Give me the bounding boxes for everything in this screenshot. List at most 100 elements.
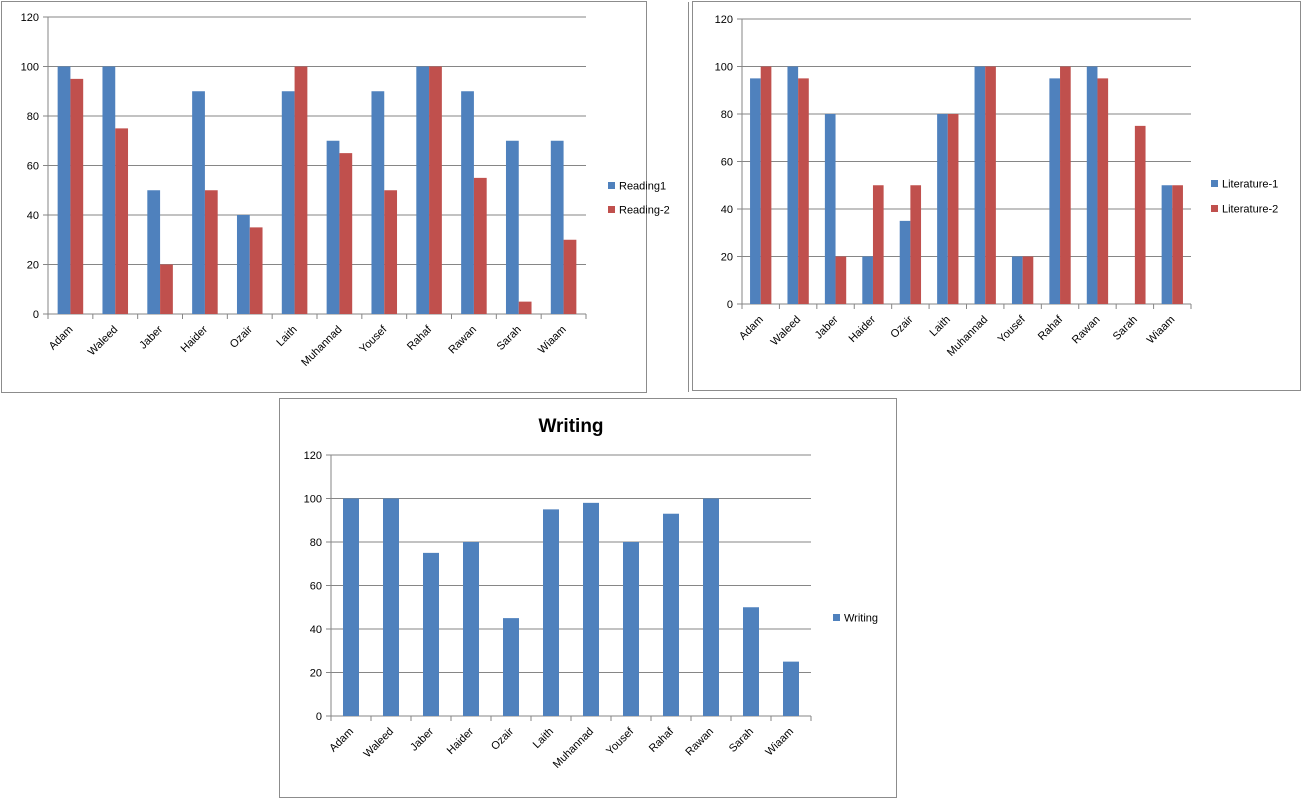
y-tick-label: 60: [721, 157, 733, 169]
x-category-label: Waleed: [362, 726, 397, 761]
y-tick-label: 0: [727, 299, 733, 311]
x-category-label: Jaber: [813, 313, 841, 341]
y-tick-label: 80: [310, 537, 322, 549]
y-tick-label: 20: [721, 252, 733, 264]
window-edge-divider: [688, 2, 689, 392]
bar-reading-2-rahaf: [429, 66, 442, 314]
x-category-label: Sarah: [727, 726, 756, 755]
y-tick-label: 40: [310, 624, 322, 636]
bar-literature-1-waleed: [787, 66, 799, 304]
legend-label: Reading-2: [619, 205, 670, 217]
bar-writing-rahaf: [663, 513, 679, 716]
legend-swatch: [1211, 205, 1218, 212]
x-category-label: Laith: [928, 314, 953, 339]
bar-literature-1-adam: [750, 78, 761, 304]
literature-chart-panel: 0 20 40 60 80 100 120 Adam Waleed Jaber Haider Ozai…: [692, 1, 1301, 391]
x-category-label: Rawan: [446, 324, 479, 357]
x-category-label: Muhannad: [945, 314, 990, 359]
y-tick-label: 60: [310, 581, 322, 593]
bar-literature-2-waleed: [798, 78, 809, 304]
bar-writing-sarah: [743, 607, 759, 716]
bar-reading-2-waleed: [115, 128, 129, 314]
x-category-label: Sarah: [1111, 314, 1140, 343]
bar-reading-2-laith: [294, 66, 308, 314]
bar-literature-1-yousef: [1011, 256, 1023, 304]
legend-label: Reading1: [619, 181, 666, 193]
bar-reading1-yousef: [371, 91, 385, 314]
y-tick-label: 100: [304, 494, 322, 506]
y-tick-label: 100: [715, 62, 733, 74]
x-category-label: Jaber: [408, 725, 436, 753]
legend-swatch: [608, 182, 615, 189]
y-tick-label: 60: [27, 161, 39, 173]
bar-reading1-wiaam: [550, 140, 564, 314]
bar-reading-2-rawan: [473, 177, 487, 314]
y-tick-label: 120: [21, 12, 39, 24]
y-tick-label: 120: [715, 14, 733, 26]
x-category-label: Sarah: [495, 324, 524, 353]
x-category-label: Waleed: [769, 314, 804, 349]
y-tick-label: 20: [27, 260, 39, 272]
bar-literature-1-muhannad: [974, 66, 986, 304]
x-category-label: Ozair: [228, 323, 255, 350]
bar-writing-rawan: [703, 498, 719, 716]
bar-reading1-rawan: [461, 91, 474, 314]
bar-literature-1-ozair: [899, 220, 911, 304]
bar-literature-2-rahaf: [1060, 66, 1071, 304]
chart-title: Writing: [538, 416, 603, 437]
bar-literature-1-jaber: [824, 114, 836, 304]
bar-literature-1-rahaf: [1049, 78, 1061, 304]
x-category-label: Rahaf: [405, 323, 435, 353]
x-category-label: Adam: [47, 324, 76, 353]
x-category-label: Adam: [327, 726, 356, 755]
bar-reading-2-sarah: [518, 301, 532, 314]
bar-writing-haider: [463, 542, 479, 716]
bar-reading-2-jaber: [160, 264, 173, 314]
bar-reading-2-yousef: [384, 190, 398, 314]
bar-literature-2-sarah: [1134, 125, 1146, 304]
x-category-label: Rahaf: [1036, 313, 1066, 343]
bar-reading1-rahaf: [416, 66, 430, 314]
bar-reading-2-muhannad: [339, 153, 353, 314]
x-category-label: Rahaf: [647, 725, 677, 755]
bar-writing-muhannad: [583, 502, 599, 716]
x-category-label: Ozair: [489, 725, 516, 752]
bar-literature-2-muhannad: [985, 66, 996, 304]
x-category-label: Ozair: [888, 313, 915, 340]
bar-reading1-sarah: [505, 140, 519, 314]
y-tick-label: 80: [27, 111, 39, 123]
reading-chart: 0 20 40 60 80 100 120 Adam Waleed Jaber Haider Ozai…: [21, 12, 670, 369]
x-category-label: Wiaam: [1145, 314, 1178, 347]
x-category-label: Haider: [445, 725, 477, 757]
x-category-label: Rawan: [1070, 314, 1103, 347]
y-tick-label: 40: [721, 204, 733, 216]
y-tick-label: 40: [27, 210, 39, 222]
bar-writing-jaber: [423, 552, 439, 716]
y-tick-label: 20: [310, 668, 322, 680]
reading-chart-panel: 0 20 40 60 80 100 120 Adam Waleed Jaber Haider Ozai…: [1, 1, 670, 393]
y-tick-label: 80: [721, 109, 733, 121]
x-category-label: Adam: [737, 314, 766, 343]
x-category-label: Jaber: [137, 323, 165, 351]
x-category-label: Waleed: [86, 324, 121, 359]
bar-literature-2-jaber: [835, 256, 847, 304]
writing-chart-panel: Writing 0 20 40 60 80 100 120 Adam Waleed Jaber Hai…: [279, 398, 897, 798]
x-category-label: Laith: [531, 726, 556, 751]
x-category-label: Laith: [274, 324, 299, 349]
bar-literature-1-wiaam: [1161, 185, 1173, 304]
bar-literature-2-laith: [947, 114, 959, 304]
bar-literature-1-rawan: [1086, 66, 1098, 304]
bar-reading1-adam: [57, 66, 71, 314]
legend-swatch: [833, 614, 840, 621]
x-category-label: Wiaam: [763, 726, 796, 759]
bar-reading1-waleed: [102, 66, 116, 314]
bar-literature-2-ozair: [910, 185, 922, 304]
legend-label: Literature-2: [1222, 204, 1278, 216]
y-tick-label: 100: [21, 62, 39, 74]
bar-literature-1-laith: [937, 114, 948, 304]
bar-writing-ozair: [503, 618, 519, 716]
bar-literature-2-haider: [872, 185, 884, 304]
bar-literature-2-adam: [760, 66, 772, 304]
x-category-label: Rawan: [683, 726, 716, 759]
bar-literature-1-haider: [862, 256, 873, 304]
